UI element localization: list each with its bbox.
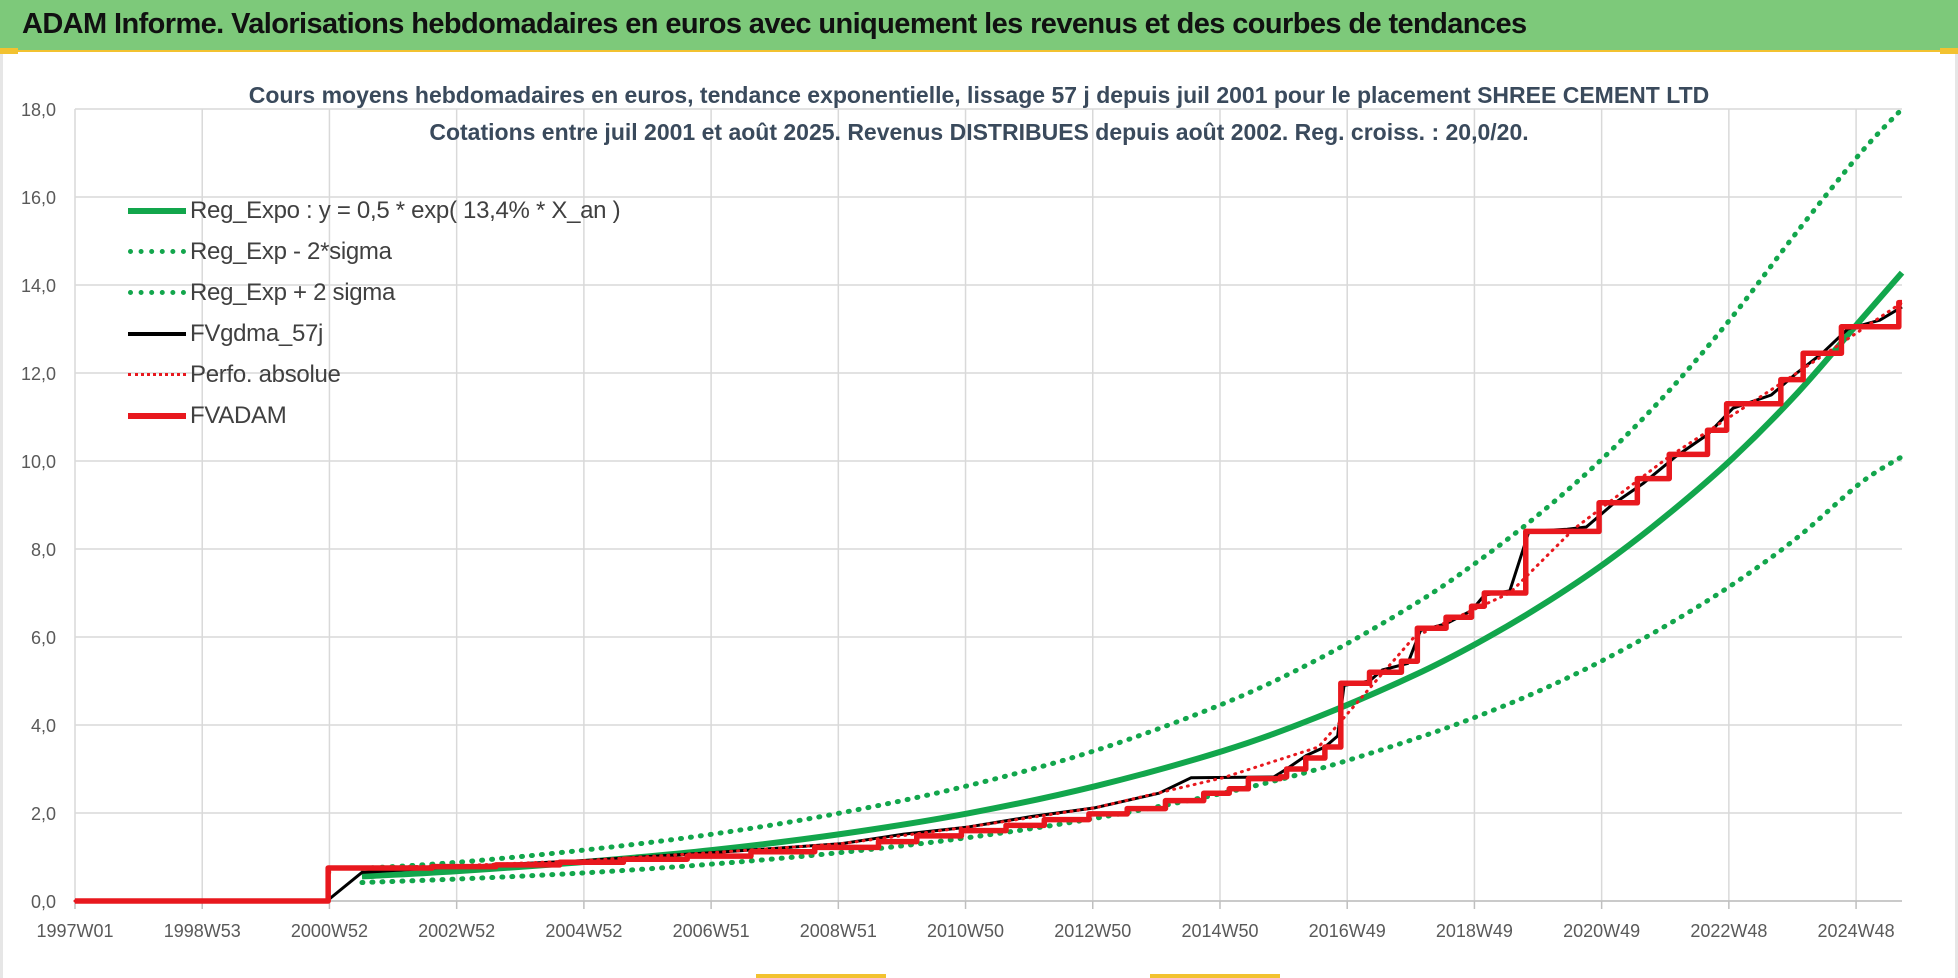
- y-tick-label: 8,0: [31, 540, 56, 560]
- legend-item-reg-exp-minus: Reg_Exp - 2*sigma: [128, 231, 648, 272]
- legend-label: FVADAM: [190, 401, 287, 429]
- chart-legend: Reg_Expo : y = 0,5 * exp( 13,4% * X_an )…: [128, 190, 648, 436]
- legend-label: Reg_Expo : y = 0,5 * exp( 13,4% * X_an ): [190, 196, 621, 224]
- y-tick-label: 10,0: [21, 452, 56, 472]
- legend-label: Reg_Exp + 2 sigma: [190, 278, 396, 306]
- chart-frame: [0, 52, 1958, 978]
- x-tick-label: 2004W52: [545, 921, 622, 941]
- axis-ticks: 0,0 2,0 4,0 6,0 8,0 10,0 12,0 14,0 16,0 18,0 1997W…: [21, 100, 1902, 941]
- corner-accent-left: [0, 48, 18, 54]
- x-tick-label: 2022W48: [1690, 921, 1767, 941]
- x-tick-label: 2024W48: [1818, 921, 1895, 941]
- legend-swatch-solid-green: [128, 207, 186, 214]
- x-tick-label: 2012W50: [1054, 921, 1131, 941]
- x-tick-label: 2014W50: [1181, 921, 1258, 941]
- legend-swatch-dotted-green: [128, 249, 186, 254]
- x-tick-label: 2000W52: [291, 921, 368, 941]
- y-tick-label: 18,0: [21, 100, 56, 120]
- legend-label: FVgdma_57j: [190, 319, 324, 347]
- legend-item-reg-exp-plus: Reg_Exp + 2 sigma: [128, 272, 648, 313]
- y-tick-label: 16,0: [21, 188, 56, 208]
- series-reg-exp-minus-2sigma-line: [359, 454, 1905, 886]
- bottom-accent-1: [756, 974, 886, 978]
- legend-label: Reg_Exp - 2*sigma: [190, 237, 392, 265]
- legend-item-reg-expo: Reg_Expo : y = 0,5 * exp( 13,4% * X_an ): [128, 190, 648, 231]
- x-tick-label: 1997W01: [36, 921, 113, 941]
- legend-swatch-dotted-red: [128, 373, 186, 376]
- x-tick-label: 2018W49: [1436, 921, 1513, 941]
- series-reg-exp-plus-2sigma-line: [359, 106, 1905, 871]
- gridlines: [74, 108, 1902, 902]
- series-lines: [73, 106, 1905, 904]
- legend-item-fvadam: FVADAM: [128, 395, 648, 436]
- x-tick-label: 1998W53: [164, 921, 241, 941]
- y-tick-label: 0,0: [31, 892, 56, 912]
- y-tick-label: 12,0: [21, 364, 56, 384]
- corner-accent-right: [1940, 48, 1958, 54]
- legend-swatch-solid-red: [128, 412, 186, 419]
- x-tick-label: 2008W51: [800, 921, 877, 941]
- chart-title: Cours moyens hebdomadaires en euros, ten…: [249, 82, 1709, 108]
- legend-item-perfo-absolue: Perfo. absolue: [128, 354, 648, 395]
- x-tick-label: 2020W49: [1563, 921, 1640, 941]
- x-tick-label: 2010W50: [927, 921, 1004, 941]
- legend-item-fvgdma: FVgdma_57j: [128, 313, 648, 354]
- y-tick-label: 4,0: [31, 716, 56, 736]
- report-banner: ADAM Informe. Valorisations hebdomadaire…: [0, 0, 1958, 52]
- x-tick-label: 2002W52: [418, 921, 495, 941]
- legend-swatch-solid-black: [128, 331, 186, 336]
- y-tick-label: 6,0: [31, 628, 56, 648]
- report-title: ADAM Informe. Valorisations hebdomadaire…: [22, 8, 1527, 40]
- y-tick-label: 14,0: [21, 276, 56, 296]
- chart-subtitle: Cotations entre juil 2001 et août 2025. …: [429, 119, 1528, 145]
- legend-swatch-dotted-green: [128, 290, 186, 295]
- x-tick-label: 2016W49: [1309, 921, 1386, 941]
- y-tick-label: 2,0: [31, 804, 56, 824]
- bottom-accent-2: [1150, 974, 1280, 978]
- legend-label: Perfo. absolue: [190, 360, 341, 388]
- series-fvadam-line: [75, 299, 1902, 904]
- x-tick-label: 2006W51: [673, 921, 750, 941]
